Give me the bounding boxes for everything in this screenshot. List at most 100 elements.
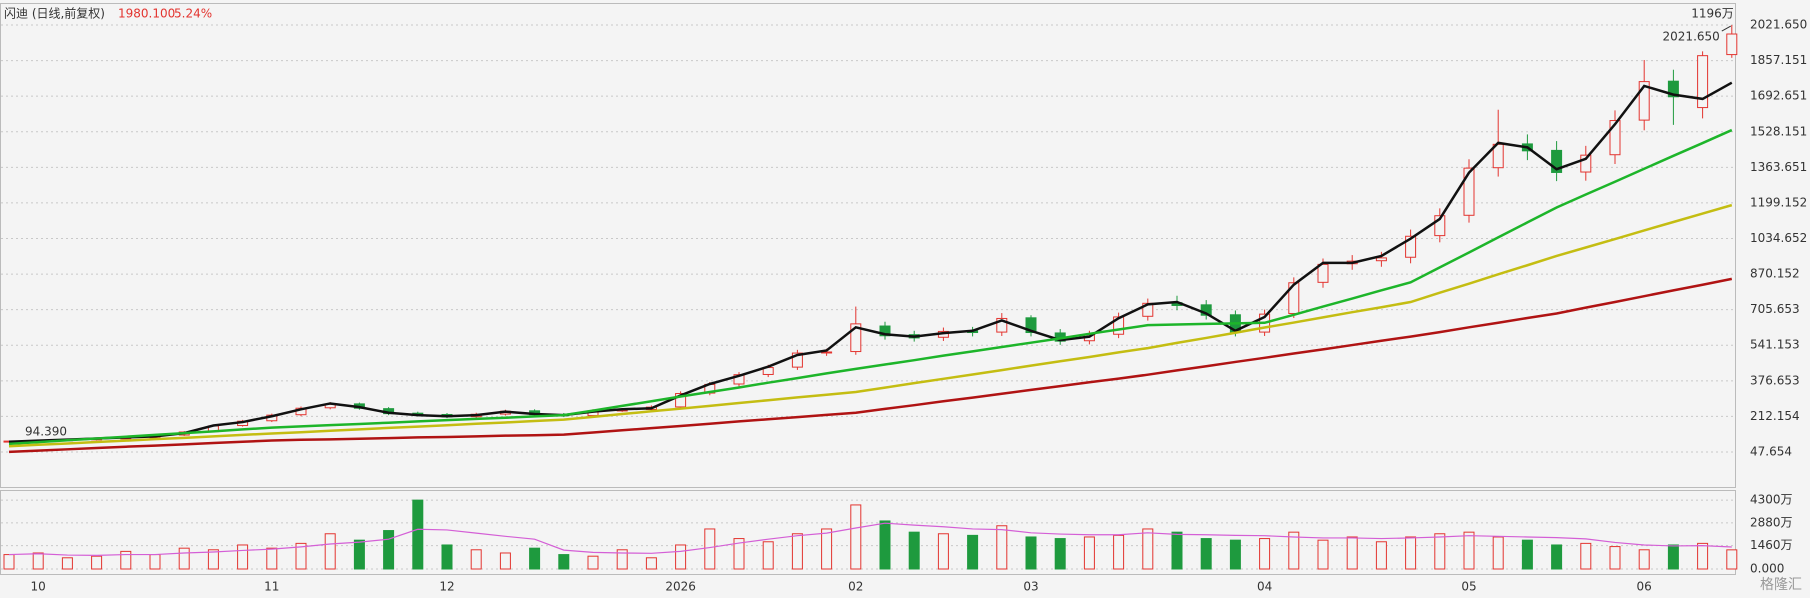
candle-body — [879, 325, 891, 337]
candle-body — [996, 317, 1008, 333]
volume-bar — [1083, 536, 1095, 570]
y-tick-label: 2021.650 — [1750, 18, 1807, 32]
volume-bar — [1667, 544, 1679, 570]
ma-line — [8, 128, 1733, 446]
y-tick-label: 212.154 — [1750, 409, 1800, 423]
volume-bar — [967, 534, 979, 570]
volume-bar — [1200, 538, 1212, 570]
x-tick-label: 02 — [848, 580, 863, 594]
volume-bar — [266, 547, 278, 570]
candle-body — [1638, 81, 1650, 121]
volume-bar — [295, 542, 307, 570]
x-tick-label: 10 — [31, 580, 46, 594]
change: 5.24% — [174, 7, 212, 21]
volume-bar — [1113, 534, 1125, 570]
x-tick-label: 04 — [1257, 580, 1272, 594]
volume-bar — [120, 550, 132, 570]
x-tick-label: 11 — [264, 580, 279, 594]
candle-body — [1667, 80, 1679, 98]
volume-bar — [1317, 539, 1329, 570]
price-frame — [0, 3, 1736, 488]
x-tick-label: 2026 — [665, 580, 696, 594]
y-tick-label: 1199.152 — [1750, 195, 1807, 209]
volume-bar — [441, 544, 453, 570]
volume-bar — [237, 544, 249, 570]
volume-bar — [1171, 531, 1183, 570]
volume-bar — [821, 528, 833, 570]
volume-bar — [470, 549, 482, 570]
x-tick-label: 06 — [1637, 580, 1652, 594]
x-tick-label: 05 — [1461, 580, 1476, 594]
volume-bar — [1463, 531, 1475, 570]
ma-line — [8, 203, 1733, 448]
volume-bar — [1259, 538, 1271, 570]
annotation-arrow — [1721, 25, 1732, 32]
volume-bar — [1726, 549, 1738, 570]
y-tick-label: 1857.151 — [1750, 53, 1807, 67]
volume-bar — [1229, 539, 1241, 570]
volume-bar — [207, 549, 219, 570]
price: 1980.100 — [118, 7, 175, 21]
y-tick-label: 1363.651 — [1750, 160, 1807, 174]
volume-bar — [324, 533, 336, 570]
volume-bar — [645, 557, 657, 570]
watermark: 格隆汇 — [1760, 577, 1802, 593]
y-tick-label: 1692.651 — [1750, 89, 1807, 103]
volume-bar — [1492, 536, 1504, 570]
volume-bar — [1434, 533, 1446, 570]
volume-bar — [1609, 546, 1621, 570]
volume-bar — [1142, 528, 1154, 570]
candle-body — [1375, 257, 1387, 262]
candle-body — [1463, 167, 1475, 216]
volume-bar — [879, 520, 891, 570]
volume-bar — [675, 544, 687, 570]
volume-bar — [762, 541, 774, 570]
ma-line — [8, 522, 1732, 556]
volume-bar — [1580, 542, 1592, 570]
ma-line — [8, 277, 1733, 454]
candle-body — [1434, 215, 1446, 237]
volume-bar — [149, 554, 161, 570]
volume-bar — [178, 547, 190, 570]
volume-bar — [412, 499, 424, 570]
candle-body — [1580, 154, 1592, 173]
x-tick-label: 03 — [1023, 580, 1038, 594]
volume-bar — [558, 554, 570, 570]
volume-bar — [937, 533, 949, 570]
volume-bar — [1025, 536, 1037, 570]
y-tick-label: 47.654 — [1750, 444, 1792, 458]
volume-bar — [61, 557, 73, 570]
y-tick-label: 1460万 — [1750, 538, 1793, 552]
candle-body — [1697, 55, 1709, 109]
volume-bar — [383, 530, 395, 570]
y-tick-label: 870.152 — [1750, 267, 1800, 281]
y-tick-label: 1034.652 — [1750, 231, 1807, 245]
y-tick-label: 1528.151 — [1750, 124, 1807, 138]
candle-body — [1609, 120, 1621, 156]
y-tick-label: 541.153 — [1750, 338, 1800, 352]
volume-bar — [850, 504, 862, 570]
y-tick-label: 4300万 — [1750, 493, 1793, 507]
x-tick-label: 12 — [439, 580, 454, 594]
high-annotation: 2021.650 — [1663, 30, 1720, 44]
candle-body — [1405, 235, 1417, 258]
volume-bar — [1521, 539, 1533, 570]
volume-bar — [91, 555, 103, 570]
volume-bar — [1375, 541, 1387, 570]
candle-body — [850, 323, 862, 353]
volume-bar — [1697, 542, 1709, 570]
volume-bar — [791, 533, 803, 570]
volume-bar — [1346, 536, 1358, 570]
volume-frame — [0, 490, 1736, 575]
candle-body — [1200, 304, 1212, 316]
volume-bar — [3, 554, 15, 570]
volume-bar — [733, 538, 745, 570]
volume-bar — [704, 528, 716, 570]
y-tick-label: 0.000 — [1750, 562, 1784, 576]
low-annotation: 94.390 — [25, 424, 67, 438]
y-tick-label: 705.653 — [1750, 302, 1800, 316]
volume-bar — [587, 555, 599, 570]
candle-body — [1317, 263, 1329, 283]
candle-body — [1551, 149, 1563, 173]
